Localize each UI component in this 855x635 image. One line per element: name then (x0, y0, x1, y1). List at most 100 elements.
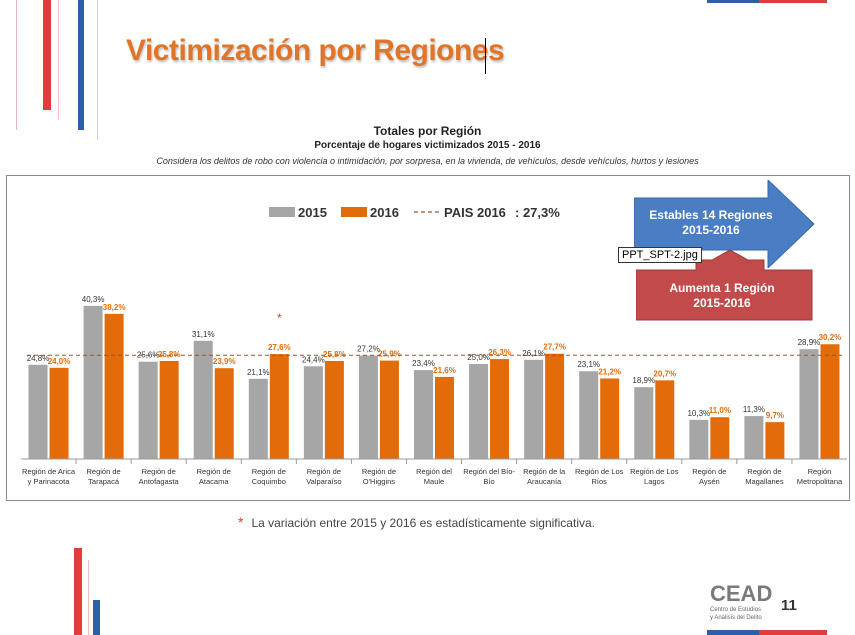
bar-2015-12 (689, 419, 709, 459)
bar-2016-0 (49, 367, 69, 459)
data-label-2015-7: 23,4% (412, 359, 435, 368)
data-label-2016-4: 27,6% (268, 343, 291, 352)
data-label-2015-6: 27,2% (357, 345, 380, 354)
category-label-14-a: Región (808, 467, 832, 476)
legend-reference-value: : 27,3% (515, 205, 560, 220)
footnote-star: * (238, 514, 244, 530)
data-label-2016-3: 23,9% (213, 357, 236, 366)
category-label-7-a: Región del (416, 467, 452, 476)
decor-line-red-top (16, 0, 17, 130)
cead-logo-line2: y Análisis del Delito (710, 615, 762, 621)
bar-2015-7 (414, 370, 433, 459)
increase-callout-line1: Aumenta 1 Región (669, 281, 775, 295)
legend-swatch-2016 (341, 207, 367, 217)
bar-2015-1 (83, 305, 103, 459)
bar-2016-8 (490, 359, 510, 459)
decor-bottom-blue-strip (707, 630, 759, 635)
bar-2015-13 (744, 416, 764, 459)
bar-2016-6 (379, 360, 399, 459)
significance-marker: * (277, 311, 282, 325)
category-label-4-b: Coquimbo (252, 477, 286, 486)
bar-2015-4 (248, 378, 268, 459)
data-label-2016-11: 20,7% (653, 369, 676, 378)
data-label-2016-13: 9,7% (766, 411, 784, 420)
category-label-10-b: Ríos (591, 477, 607, 486)
category-label-11-b: Lagos (644, 477, 665, 486)
data-label-2015-5: 24,4% (302, 355, 325, 364)
decor-bar-blue-top (78, 0, 84, 130)
data-label-2016-0: 24,0% (48, 357, 71, 366)
category-label-10-a: Región de Los (575, 467, 624, 476)
text-cursor (485, 38, 486, 74)
decor-line-red-top2 (58, 0, 59, 120)
category-label-12-b: Aysén (699, 477, 720, 486)
decor-line-blue-top (97, 0, 98, 140)
bar-2016-14 (820, 344, 840, 459)
bar-2015-8 (469, 364, 489, 459)
bar-2016-5 (324, 360, 344, 459)
data-label-2015-0: 24,8% (27, 354, 50, 363)
category-label-14-b: Metropolitana (797, 477, 843, 486)
category-label-0-b: y Parinacota (28, 477, 71, 486)
bar-2016-13 (765, 422, 785, 459)
bar-2016-4 (269, 354, 289, 459)
data-label-2016-7: 21,6% (433, 366, 456, 375)
category-label-11-a: Región de Los (630, 467, 679, 476)
chart-description: Considera los delitos de robo con violen… (156, 156, 699, 166)
bar-2015-2 (138, 361, 158, 459)
data-label-2015-4: 21,1% (247, 368, 270, 377)
cead-logo-line1: Centro de Estudios (710, 607, 762, 613)
bar-2016-7 (435, 376, 454, 459)
decor-top-red-strip (759, 0, 827, 3)
slide-title: Victimización por Regiones (126, 34, 505, 67)
legend-swatch-2015 (269, 207, 295, 217)
decor-top-blue-strip (707, 0, 759, 3)
bar-2016-10 (600, 378, 620, 459)
data-label-2016-10: 21,2% (598, 367, 621, 376)
category-label-1-b: Tarapacá (88, 477, 120, 486)
bar-2016-2 (159, 360, 179, 459)
data-label-2015-3: 31,1% (192, 330, 215, 339)
bar-2015-6 (358, 355, 378, 459)
page-number: 11 (781, 597, 797, 614)
data-label-2016-5: 25,8% (323, 350, 346, 359)
bar-2016-9 (545, 353, 565, 459)
image-tooltip: PPT_SPT-2.jpg (618, 247, 702, 263)
bar-2015-5 (303, 366, 323, 459)
category-label-3-b: Atacama (199, 477, 229, 486)
stable-callout-line2: 2015-2016 (682, 223, 740, 237)
bar-2015-10 (579, 371, 599, 459)
category-label-0-a: Región de Arica (22, 467, 76, 476)
increase-callout-text: Aumenta 1 Región 2015-2016 (638, 281, 806, 311)
cead-logo: CEAD (710, 581, 773, 606)
data-label-2016-12: 11,0% (709, 406, 731, 415)
category-label-12-a: Región de (692, 467, 726, 476)
category-label-1-a: Región de (86, 467, 120, 476)
data-label-2015-10: 23,1% (577, 360, 600, 369)
decor-bottom-red-strip (759, 630, 827, 635)
data-label-2016-14: 30,2% (819, 333, 842, 342)
data-label-2016-9: 27,7% (543, 343, 566, 352)
bar-2015-11 (634, 387, 654, 459)
category-label-6-a: Región de (362, 467, 396, 476)
category-label-4-a: Región de (252, 467, 286, 476)
category-label-3-a: Región de (197, 467, 231, 476)
bar-2016-1 (104, 313, 124, 459)
category-label-8-a: Región del Bío- (463, 467, 515, 476)
footnote: * La variación entre 2015 y 2016 es estad… (238, 514, 595, 530)
category-label-13-a: Región de (747, 467, 781, 476)
data-label-2015-11: 18,9% (632, 376, 655, 385)
category-label-13-b: Magallanes (745, 477, 784, 486)
category-label-2-a: Región de (142, 467, 176, 476)
data-label-2015-1: 40,3% (82, 295, 105, 304)
category-label-6-b: O'Higgins (363, 477, 396, 486)
data-label-2015-8: 25,0% (467, 353, 490, 362)
category-label-9-a: Región de la (523, 467, 566, 476)
legend-label-2016: 2016 (370, 205, 399, 220)
data-label-2016-2: 25,8% (158, 350, 181, 359)
stable-callout-text: Estables 14 Regiones 2015-2016 (636, 208, 786, 238)
stable-callout-line1: Estables 14 Regiones (649, 208, 773, 222)
footnote-text: La variación entre 2015 y 2016 es estadí… (251, 516, 595, 530)
bar-2015-9 (524, 359, 544, 459)
decor-line-bottom (88, 560, 89, 635)
